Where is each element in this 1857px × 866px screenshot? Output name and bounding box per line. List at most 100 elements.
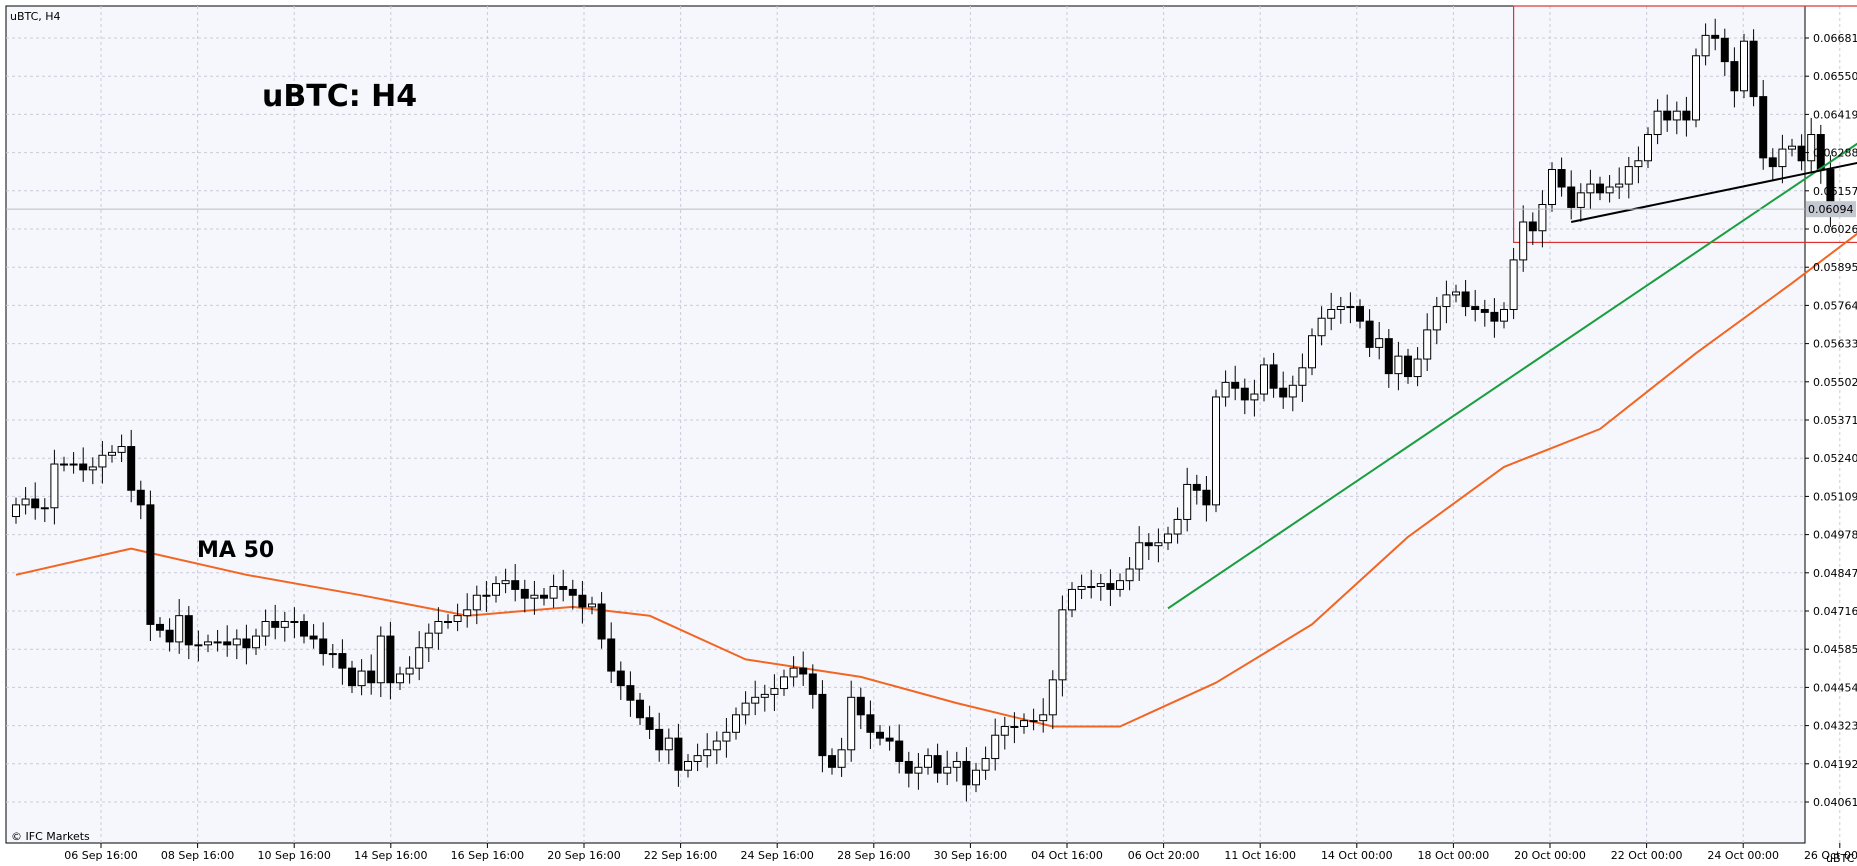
candle-body bbox=[1471, 306, 1480, 310]
candle-body bbox=[1730, 61, 1739, 92]
candle-body bbox=[482, 594, 491, 597]
candle-body bbox=[1096, 583, 1105, 588]
candle-body bbox=[280, 620, 289, 628]
candle-body bbox=[1000, 725, 1009, 736]
candle-body bbox=[1653, 110, 1662, 136]
candle-body bbox=[1548, 169, 1556, 206]
x-tick-label: 24 Sep 16:00 bbox=[740, 849, 813, 862]
y-tick-label: 0.06419 bbox=[1813, 108, 1857, 121]
candle-body bbox=[741, 702, 750, 716]
candle-body bbox=[674, 737, 683, 771]
candle-body bbox=[60, 463, 68, 466]
x-tick-label: 20 Sep 16:00 bbox=[547, 849, 620, 862]
candle-body bbox=[799, 667, 808, 675]
candle-body bbox=[1240, 387, 1249, 401]
candle-body bbox=[789, 667, 798, 678]
candle-body bbox=[818, 693, 827, 757]
candle-body bbox=[79, 463, 88, 471]
candle-body bbox=[1452, 291, 1460, 296]
y-tick-label: 0.05764 bbox=[1813, 299, 1857, 312]
candle-body bbox=[1356, 306, 1364, 322]
candle-body bbox=[1365, 320, 1374, 348]
candle-body bbox=[165, 629, 174, 643]
candle-body bbox=[981, 758, 990, 771]
y-tick-label: 0.06681 bbox=[1813, 32, 1857, 45]
candle-body bbox=[722, 731, 731, 742]
candle-body bbox=[885, 737, 894, 742]
candle-body bbox=[1106, 583, 1115, 590]
candle-body bbox=[12, 504, 20, 518]
candle-body bbox=[645, 717, 654, 730]
y-tick-label: 0.05109 bbox=[1813, 490, 1857, 503]
candle-body bbox=[828, 755, 836, 768]
candle-body bbox=[933, 755, 942, 774]
candle-body bbox=[770, 688, 779, 695]
candle-body bbox=[367, 670, 376, 684]
candle-body bbox=[655, 728, 664, 751]
candle-body bbox=[319, 638, 328, 655]
candle-body bbox=[69, 463, 78, 466]
candle-body bbox=[914, 766, 923, 774]
candle-body bbox=[847, 696, 856, 751]
y-tick-label: 0.04585 bbox=[1813, 643, 1857, 656]
x-tick-label: 28 Sep 16:00 bbox=[837, 849, 910, 862]
candle-body bbox=[578, 594, 587, 608]
x-tick-label: 30 Sep 16:00 bbox=[934, 849, 1007, 862]
candle-body bbox=[991, 734, 1000, 760]
candle-body bbox=[405, 667, 414, 675]
candle-body bbox=[434, 620, 443, 634]
trendline-black-support bbox=[1570, 161, 1857, 223]
current-price-label: 0.06094 bbox=[1808, 203, 1854, 216]
candle-body bbox=[1768, 157, 1777, 168]
candle-body bbox=[703, 749, 712, 757]
candle-body bbox=[924, 755, 932, 768]
candle-body bbox=[108, 451, 116, 456]
y-tick-label: 0.05371 bbox=[1813, 414, 1857, 427]
candle-body bbox=[540, 594, 548, 599]
candles-layer bbox=[12, 18, 1835, 802]
x-axis-end-label: uBTC bbox=[1826, 852, 1855, 865]
window-title: uBTC, H4 bbox=[10, 10, 61, 23]
candle-body bbox=[1212, 396, 1220, 506]
candle-body bbox=[904, 760, 913, 774]
x-tick-label: 26 Oct 00:00 bbox=[1804, 849, 1857, 862]
candle-body bbox=[1788, 145, 1796, 150]
candle-body bbox=[376, 635, 385, 684]
ma-label: MA 50 bbox=[197, 538, 274, 563]
candle-body bbox=[607, 638, 616, 672]
plot-area bbox=[5, 5, 1806, 844]
candle-body bbox=[1077, 586, 1086, 590]
candle-body bbox=[962, 760, 971, 786]
candle-body bbox=[626, 685, 635, 701]
candle-body bbox=[1596, 183, 1604, 194]
candle-body bbox=[252, 635, 260, 649]
candle-body bbox=[559, 586, 568, 590]
candle-body bbox=[1308, 335, 1316, 369]
candle-body bbox=[444, 620, 452, 623]
candle-body bbox=[530, 594, 539, 599]
y-tick-label: 0.04454 bbox=[1813, 681, 1857, 694]
candle-body bbox=[972, 769, 980, 786]
x-tick-label: 18 Oct 00:00 bbox=[1418, 849, 1490, 862]
candle-body bbox=[732, 714, 740, 733]
candle-body bbox=[866, 714, 875, 733]
y-tick-label: 0.04323 bbox=[1813, 720, 1857, 733]
highlight-box bbox=[1512, 5, 1857, 244]
candle-body bbox=[290, 620, 299, 623]
candle-body bbox=[751, 696, 760, 704]
trendline-green-support bbox=[1167, 142, 1857, 610]
candle-body bbox=[1221, 381, 1230, 398]
candle-body bbox=[1317, 317, 1326, 337]
candle-body bbox=[684, 760, 692, 771]
candle-body bbox=[1605, 186, 1614, 194]
candle-body bbox=[1759, 96, 1768, 159]
candle-body bbox=[1087, 586, 1096, 589]
time-axis: 06 Sep 16:00 08 Sep 16:00 10 Sep 16:00 14 S… bbox=[64, 843, 1857, 862]
y-tick-label: 0.04716 bbox=[1813, 605, 1857, 618]
candle-body bbox=[1327, 308, 1336, 319]
candle-body bbox=[760, 693, 769, 698]
candle-body bbox=[1461, 291, 1470, 308]
candle-body bbox=[1346, 306, 1355, 309]
x-tick-label: 22 Oct 00:00 bbox=[1611, 849, 1683, 862]
